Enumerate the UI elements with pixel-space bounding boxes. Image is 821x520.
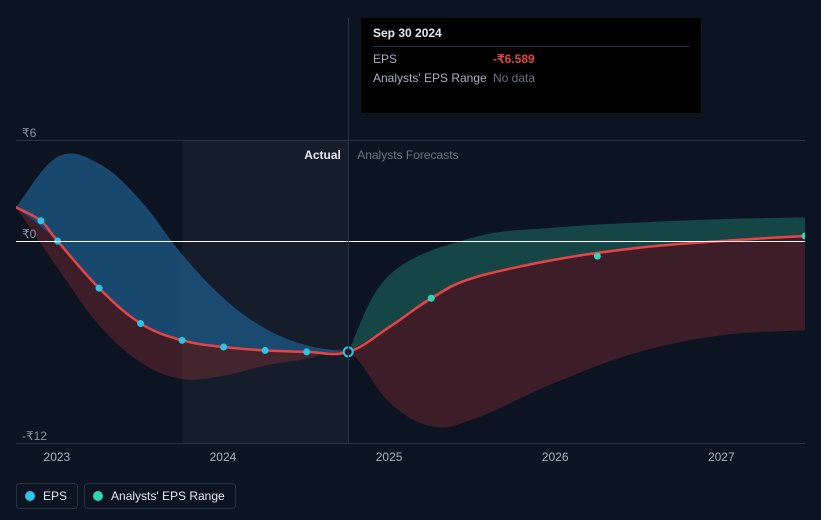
marker-actual[interactable] <box>37 217 44 224</box>
section-label-forecast: Analysts Forecasts <box>357 148 458 162</box>
marker-actual[interactable] <box>96 285 103 292</box>
tooltip-value-range: No data <box>493 71 535 85</box>
marker-actual[interactable] <box>137 320 144 327</box>
tooltip-date: Sep 30 2024 <box>373 26 689 47</box>
marker-forecast[interactable] <box>594 253 601 260</box>
x-axis-label: 2023 <box>44 450 71 464</box>
gridline <box>16 443 805 444</box>
tooltip: Sep 30 2024 EPS -₹6.589 Analysts' EPS Ra… <box>361 18 701 113</box>
x-axis-label: 2025 <box>376 450 403 464</box>
vertical-divider <box>348 18 349 443</box>
tooltip-key-range: Analysts' EPS Range <box>373 71 493 85</box>
legend-swatch-icon <box>25 491 35 501</box>
legend-swatch-icon <box>93 491 103 501</box>
tooltip-key-eps: EPS <box>373 52 493 66</box>
gridline-zero <box>16 241 805 242</box>
y-axis-label: ₹6 <box>22 126 36 140</box>
tooltip-value-eps: -₹6.589 <box>493 52 535 66</box>
legend-label: EPS <box>43 489 67 503</box>
legend-item-range[interactable]: Analysts' EPS Range <box>84 483 236 509</box>
marker-actual[interactable] <box>303 348 310 355</box>
marker-actual[interactable] <box>220 344 227 351</box>
legend: EPS Analysts' EPS Range <box>16 483 236 509</box>
y-axis-label: ₹0 <box>22 227 36 241</box>
x-axis-label: 2026 <box>542 450 569 464</box>
x-axis-label: 2027 <box>708 450 735 464</box>
marker-actual[interactable] <box>179 337 186 344</box>
section-label-actual: Actual <box>304 148 341 162</box>
y-axis-label: -₹12 <box>22 429 47 443</box>
marker-forecast[interactable] <box>428 295 435 302</box>
marker-actual[interactable] <box>262 347 269 354</box>
gridline <box>16 140 805 141</box>
x-axis-label: 2024 <box>210 450 237 464</box>
legend-label: Analysts' EPS Range <box>111 489 225 503</box>
legend-item-eps[interactable]: EPS <box>16 483 78 509</box>
